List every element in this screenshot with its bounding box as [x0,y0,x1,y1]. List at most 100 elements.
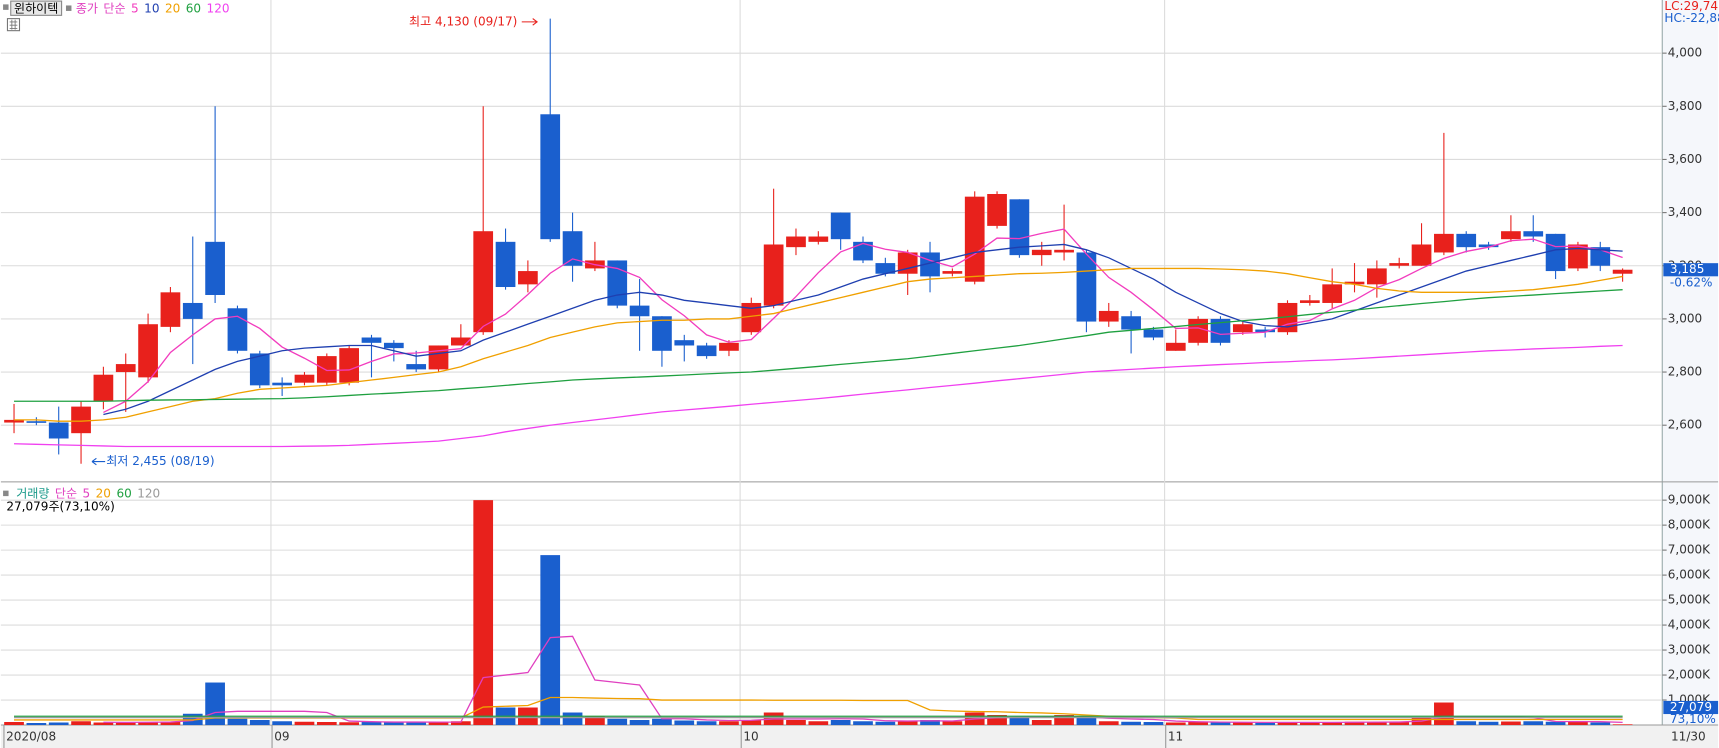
candle-body [518,271,538,285]
volume-bar [786,720,806,726]
candle-body [1456,233,1477,248]
menu-icon[interactable] [65,5,72,11]
volume-bar [249,720,270,726]
volume-bar [1501,721,1521,726]
stock-name-box[interactable] [10,0,63,16]
last-volume: 27,079 [1670,700,1712,714]
volume-bar [1277,722,1298,726]
candle-body [987,193,1007,226]
volume-bar [696,721,717,726]
axis-strip [1662,0,1719,726]
volume-bar [71,721,91,726]
volume-bar [920,720,940,726]
candle-body [205,241,225,295]
candle-body [1255,329,1276,333]
legend-text[interactable]: 단순 [55,486,77,500]
stock-name[interactable]: 윈하이텍 [14,1,58,15]
candle-body [4,419,24,423]
volume-bar [451,721,471,726]
volume-bar [1098,721,1119,726]
x-tick-label: 10 [743,730,758,744]
volume-bar [1434,702,1454,726]
candle-body [473,231,494,333]
ma-line [14,267,1623,422]
volume-bar [473,500,494,726]
legend-text[interactable]: 20 [96,486,111,500]
high-annotation: 최고 4,130 (09/17) [409,14,517,28]
candle-body [1434,233,1454,253]
candle-body [495,241,516,288]
volume-bar [1367,722,1387,726]
volume-bar [1121,721,1141,726]
candle-body [629,305,650,317]
candle-body [227,308,248,351]
volume-bar [585,716,605,726]
volume-bar [830,720,851,726]
volume-bar [406,722,427,726]
candle-body [1478,244,1499,248]
volume-bar [316,722,337,726]
y-tick-label: 2,800 [1668,365,1702,379]
legend-text[interactable]: 120 [207,1,230,15]
volume-bar [1478,721,1499,726]
volume-bar [1545,721,1566,726]
volume-bar [1210,722,1231,726]
volume-bar [93,722,114,726]
candle-body [763,244,784,306]
hc-label: HC:-22,88 [1664,11,1719,25]
candle-body [853,241,873,261]
volume-bar [1568,722,1588,726]
y-tick-label: 3,000 [1668,311,1702,325]
legend-text[interactable]: 5 [131,1,139,15]
legend-text[interactable]: 20 [165,1,180,15]
last-price: 3,185 [1670,262,1704,276]
y-tick-label: 3,000K [1668,643,1711,657]
candle-body [1143,329,1164,338]
legend-text[interactable]: 60 [186,1,201,15]
ma-line [103,243,1623,416]
volume-bar [674,720,695,726]
candle-body [115,364,136,373]
candle-body [93,374,114,402]
volume-bar [4,722,24,726]
volume-bar [629,720,650,726]
candle-body [1501,231,1521,240]
menu-icon[interactable] [3,490,9,497]
legend-text[interactable]: 종가 [76,1,98,15]
legend-text[interactable]: 10 [144,1,159,15]
candle-body [383,342,404,349]
candle-body [71,406,91,434]
y-tick-label: 8,000K [1668,518,1711,532]
ma-line [103,635,1623,724]
volume-bar [741,720,762,726]
volume-bar [138,722,158,726]
lc-label: LC:29,74 [1664,0,1718,13]
candle-body [942,271,963,274]
y-tick-label: 2,600 [1668,418,1702,432]
y-tick-label: 7,000K [1668,543,1711,557]
legend-text[interactable]: 60 [116,486,131,500]
x-tick-label: 2020/08 [6,730,56,744]
volume-bar [272,721,292,726]
low-arrow [91,457,106,466]
legend-text[interactable]: 거래량 [16,486,49,500]
volume-bar [808,721,829,726]
legend-text[interactable]: 120 [137,486,160,500]
volume-bar [987,715,1007,726]
grid-icon-lines [9,19,18,30]
legend-text[interactable]: 5 [83,486,91,500]
volume-bar [1188,722,1208,726]
candle-body [1612,269,1633,274]
volume-bar [540,555,561,726]
candle-body [451,337,471,346]
low-annotation: 최저 2,455 (08/19) [106,454,214,468]
candle-body [696,345,717,357]
menu-icon[interactable] [3,4,9,10]
candle-body [160,292,181,327]
candle-body [1121,316,1141,330]
candle-body [562,231,583,266]
legend-text[interactable]: 단순 [103,1,125,15]
volume-bar [339,722,360,726]
